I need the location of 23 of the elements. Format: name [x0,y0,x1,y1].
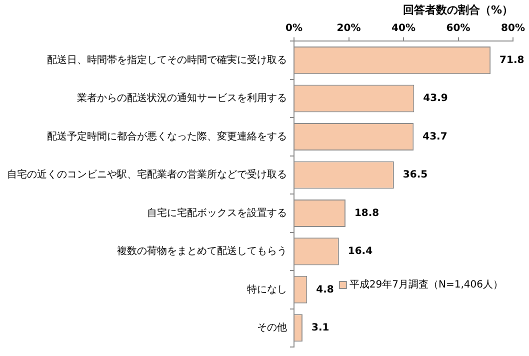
data-label: 16.4 [348,246,373,258]
data-label: 3.1 [311,322,330,334]
data-label: 43.9 [423,93,448,104]
x-tick-label: 40% [392,22,416,34]
data-label: 43.7 [422,131,448,142]
y-tick-label: 配送予定時間に都合が悪くなった際、変更連絡をする [47,130,287,142]
data-label: 71.8 [500,54,524,66]
x-tick-label: 20% [336,22,361,34]
data-label: 18.8 [354,208,380,219]
legend-label: 平成29年7月調査（N=1,406人） [349,278,504,291]
x-axis-title: 回答者数の割合（%） [402,3,513,16]
y-tick-label: 自宅の近くのコンビニや駅、宅配業者の営業所などで受け取る [7,168,287,181]
y-tick-label: 特になし [247,283,287,296]
y-tick-label: 配送日、時間帯を指定してその時間で確実に受け取る [47,54,287,66]
data-label: 4.8 [316,284,334,296]
x-tick-label: 0% [286,22,302,34]
y-tick-label: その他 [257,321,287,334]
y-tick-label: 自宅に宅配ボックスを設置する [147,206,287,219]
x-tick-label: 80% [501,22,525,34]
data-label: 36.5 [402,170,428,181]
y-tick-label: 業者からの配送状況の通知サービスを利用する [77,92,287,104]
y-tick-label: 複数の荷物をまとめて配送してもらう [117,245,287,258]
x-tick-label: 60% [446,22,470,34]
